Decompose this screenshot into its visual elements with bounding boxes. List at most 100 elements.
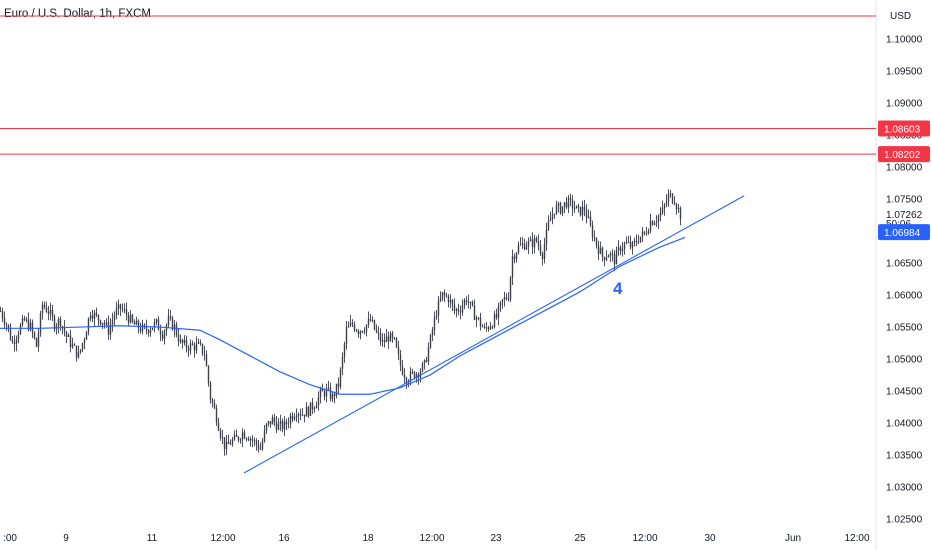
candle-body — [309, 402, 312, 416]
candle-body — [271, 417, 274, 425]
candle-body — [265, 423, 268, 431]
candle-body — [335, 383, 338, 397]
candle-body — [551, 214, 554, 220]
candle-body — [273, 417, 276, 423]
candle-body — [649, 221, 652, 232]
candle-body — [639, 236, 642, 242]
candle-body — [587, 216, 590, 218]
candle-body — [19, 325, 22, 334]
candle-body — [391, 333, 394, 338]
candle-body — [423, 359, 426, 364]
candle-body — [445, 295, 448, 297]
candle-body — [163, 330, 166, 339]
candle-body — [433, 317, 436, 331]
x-tick-label: 12:00 — [632, 533, 657, 544]
candle-body — [367, 318, 370, 325]
candle-body — [25, 319, 28, 321]
candle-body — [471, 301, 474, 306]
candle-body — [141, 324, 144, 332]
candle-body — [39, 313, 42, 334]
candle-body — [599, 247, 602, 254]
candle-body — [523, 243, 526, 250]
candle-body — [477, 317, 480, 319]
candle-body — [233, 434, 236, 440]
candle-body — [305, 407, 308, 417]
candle-body — [545, 229, 548, 245]
candle-body — [377, 331, 380, 334]
candle-body — [53, 316, 56, 330]
candle-body — [389, 333, 392, 342]
candle-body — [255, 440, 258, 445]
candle-body — [553, 213, 556, 215]
candle-body — [151, 327, 154, 330]
candle-body — [219, 430, 222, 438]
candle-body — [511, 256, 514, 278]
candle-body — [427, 347, 430, 362]
candle-body — [113, 315, 116, 321]
candle-body — [519, 244, 522, 246]
candle-body — [583, 206, 586, 211]
candle-body — [111, 320, 114, 325]
candle-body — [11, 339, 14, 343]
candle-body — [361, 331, 364, 333]
candle-body — [29, 322, 32, 330]
candle-body — [611, 253, 614, 255]
candle-body — [535, 237, 538, 242]
candle-body — [399, 353, 402, 366]
candle-body — [673, 202, 676, 205]
candle-body — [425, 359, 428, 362]
candle-body — [469, 301, 472, 303]
candle-body — [299, 414, 302, 416]
trendline[interactable] — [243, 195, 745, 474]
x-tick-label: 9 — [63, 533, 69, 544]
candle-body — [101, 322, 104, 325]
candle-body — [143, 324, 146, 327]
candle-body — [543, 244, 546, 259]
candle-body — [441, 292, 444, 299]
y-tick-label: 1.09000 — [886, 99, 923, 110]
candle-body — [369, 318, 372, 321]
candle-body — [17, 333, 20, 339]
candle-body — [279, 420, 282, 424]
candle-body — [37, 333, 40, 347]
candle-body — [421, 363, 424, 372]
candle-body — [655, 221, 658, 223]
candle-body — [397, 347, 400, 354]
y-tick-label: 1.07500 — [886, 195, 923, 206]
candle-body — [79, 349, 82, 353]
candle-body — [57, 318, 60, 327]
candle-body — [501, 299, 504, 302]
candle-body — [363, 331, 366, 333]
candle-body — [127, 314, 130, 323]
candle-body — [577, 205, 580, 207]
candle-body — [435, 315, 438, 318]
candle-body — [465, 300, 468, 303]
candle-body — [215, 408, 218, 423]
candle-body — [573, 208, 576, 210]
candle-body — [209, 382, 212, 400]
candle-body — [277, 423, 280, 430]
candle-body — [229, 443, 232, 445]
candle-body — [619, 247, 622, 252]
candle-body — [457, 309, 460, 312]
candle-body — [155, 319, 158, 323]
y-tick-label: 1.06000 — [886, 291, 923, 302]
candle-body — [225, 441, 228, 450]
candle-body — [189, 343, 192, 351]
candle-body — [257, 444, 260, 450]
candle-body — [505, 297, 508, 299]
candle-body — [269, 421, 272, 425]
candle-body — [89, 315, 92, 319]
currency-label: USD — [890, 11, 911, 22]
candle-body — [275, 422, 278, 430]
candle-body — [659, 212, 662, 216]
candle-body — [555, 205, 558, 214]
candle-body — [507, 298, 510, 300]
x-tick-label: 16 — [278, 533, 290, 544]
candle-body — [643, 231, 646, 234]
candle-body — [133, 321, 136, 325]
candle-body — [485, 327, 488, 329]
candle-body — [665, 201, 668, 205]
candle-body — [27, 319, 30, 330]
candle-body — [183, 339, 186, 344]
